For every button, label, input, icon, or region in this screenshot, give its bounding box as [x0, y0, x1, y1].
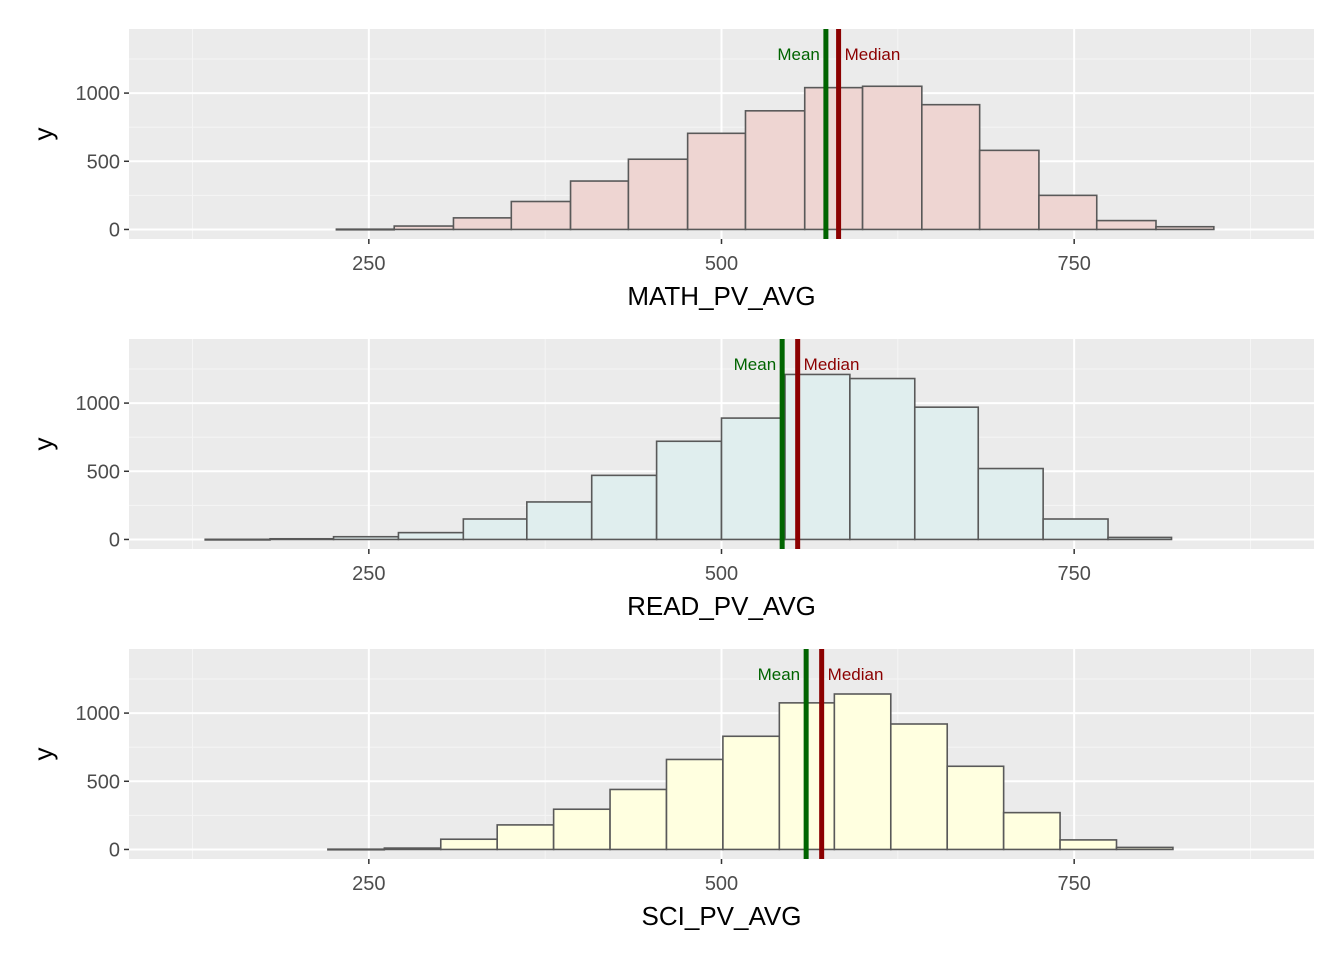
math-histogram-panel: Mean Median MATH_PV_AVG y 0 500 1000 250 500 75… [28, 29, 1314, 311]
read-x-axis-title: READ_PV_AVG [627, 591, 816, 621]
read-histogram-bar [977, 467, 1044, 541]
math-histogram-bar [627, 158, 689, 231]
sci-mean-label: Mean [758, 665, 801, 684]
sci-histogram-bar [1002, 811, 1061, 851]
math-x-tick-label: 500 [705, 253, 738, 275]
math-mean-label: Mean [777, 45, 820, 64]
read-x-tick-label: 750 [1057, 563, 1090, 585]
math-x-tick-label: 750 [1057, 253, 1090, 275]
sci-x-axis-title: SCI_PV_AVG [642, 901, 802, 931]
sci-histogram-bar [1115, 846, 1174, 851]
math-histogram-bar [1095, 219, 1157, 231]
read-histogram-bar [397, 531, 465, 541]
math-x-tick-label: 250 [352, 253, 385, 275]
read-y-tick-label: 0 [109, 529, 120, 551]
read-histogram-panel: Mean Median READ_PV_AVG y 0 500 1000 250 500 75… [28, 339, 1314, 621]
sci-histogram-bar [889, 723, 949, 851]
sci-x-tick-label: 500 [705, 873, 738, 895]
math-histogram-bar [569, 180, 630, 231]
math-histogram-bar [861, 85, 923, 231]
math-histogram-bar [978, 149, 1040, 231]
math-histogram-bar [921, 103, 981, 231]
sci-y-tick-label: 500 [87, 771, 120, 793]
sci-histogram-bar [439, 838, 498, 851]
math-histogram-bar [803, 86, 864, 231]
math-histogram-bar [1038, 194, 1098, 231]
math-histogram-bar [452, 217, 513, 231]
sci-x-tick-label: 750 [1057, 873, 1090, 895]
sci-histogram-bar [552, 808, 611, 851]
read-histogram-bar [462, 518, 528, 541]
sci-histogram-bar [327, 848, 386, 851]
sci-histogram-bar [496, 824, 555, 851]
math-y-axis-title: y [28, 128, 58, 141]
math-histogram-bar [744, 110, 806, 231]
read-histogram-bar [269, 537, 335, 541]
math-y-tick-label: 0 [109, 219, 120, 241]
math-median-label: Median [845, 45, 901, 64]
read-x-tick-label: 250 [352, 563, 385, 585]
sci-y-tick-label: 1000 [76, 703, 121, 725]
math-histogram-bar [510, 200, 572, 231]
sci-median-label: Median [828, 665, 884, 684]
read-mean-label: Mean [734, 355, 777, 374]
read-y-tick-label: 1000 [76, 393, 121, 415]
read-histogram-bar [526, 501, 593, 541]
sci-histogram-panel: Mean Median SCI_PV_AVG y 0 500 1000 250 500 750 [28, 649, 1314, 931]
math-histogram-bar [1155, 225, 1215, 231]
read-histogram-bar [204, 538, 271, 541]
math-histogram-bar [686, 132, 747, 231]
read-histogram-bar [332, 535, 400, 541]
sci-histogram-bar [833, 693, 892, 851]
read-median-label: Median [804, 355, 860, 374]
sci-histogram-bar [1059, 839, 1118, 851]
read-histogram-bar [720, 417, 786, 541]
read-plot-area: Mean Median [129, 339, 1314, 549]
sci-y-tick-label: 0 [109, 839, 120, 861]
sci-histogram-bar [946, 765, 1005, 851]
math-plot-area: Mean Median [129, 29, 1314, 239]
read-histogram-bar [1107, 536, 1173, 541]
read-histogram-bar [1042, 518, 1109, 541]
math-histogram-bar [393, 225, 455, 231]
read-histogram-bar [913, 406, 980, 541]
math-y-tick-label: 1000 [76, 83, 121, 105]
read-y-axis-title: y [28, 438, 58, 451]
math-y-tick-label: 500 [87, 151, 120, 173]
sci-plot-area: Mean Median [129, 649, 1314, 859]
sci-y-axis-title: y [28, 748, 58, 761]
math-histogram-bar [335, 228, 396, 231]
sci-histogram-bar [665, 758, 724, 851]
sci-x-tick-label: 250 [352, 873, 385, 895]
read-x-tick-label: 500 [705, 563, 738, 585]
read-y-tick-label: 500 [87, 461, 120, 483]
read-histogram-bar [590, 474, 658, 541]
math-x-axis-title: MATH_PV_AVG [627, 281, 815, 311]
read-histogram-bar [849, 377, 916, 541]
sci-histogram-bar [609, 788, 668, 851]
read-histogram-bar [655, 440, 723, 541]
sci-histogram-bar [722, 735, 781, 851]
read-histogram-bar [784, 373, 851, 541]
sci-histogram-bar [383, 847, 442, 851]
